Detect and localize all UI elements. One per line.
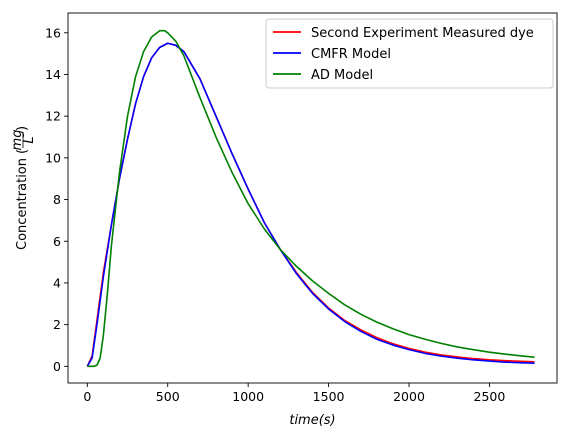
legend: Second Experiment Measured dye CMFR Model… — [265, 18, 554, 89]
x-tick-label: 1500 — [313, 389, 345, 404]
y-tick-label: 8 — [53, 192, 61, 207]
y-axis-label: Concentration ( mg L ) — [10, 126, 37, 250]
x-tick-label: 2500 — [474, 389, 506, 404]
x-tick-label: 1000 — [232, 389, 264, 404]
legend-label-second-experiment-measured-dye: Second Experiment Measured dye — [311, 26, 534, 41]
x-tick-label: 2000 — [393, 389, 425, 404]
legend-label-cmfr-model: CMFR Model — [311, 47, 391, 62]
y-tick-label: 0 — [53, 359, 61, 374]
series-line-second-experiment-measured-dye — [86, 42, 535, 367]
y-tick-label: 14 — [45, 67, 61, 82]
y-axis-label-unit-den: L — [22, 136, 37, 143]
y-tick-label: 4 — [53, 275, 61, 290]
series-line-ad-model — [87, 29, 535, 368]
plot-frame — [67, 12, 558, 384]
y-tick-label: 2 — [53, 317, 61, 332]
y-axis-label-paren-close: ) — [15, 126, 30, 131]
y-tick-label: 6 — [53, 234, 61, 249]
y-tick-label: 16 — [45, 25, 61, 40]
x-axis-label: time(s) — [289, 413, 335, 428]
y-axis-label-paren-open: ( — [15, 149, 30, 154]
y-tick-label: 12 — [45, 109, 61, 124]
y-axis-label-unit-num: mg — [10, 130, 25, 151]
series-line-cmfr-model — [86, 42, 535, 367]
x-tick-label: 500 — [156, 389, 180, 404]
x-tick-label: 0 — [83, 389, 91, 404]
legend-label-ad-model: AD Model — [311, 68, 373, 83]
y-tick-label: 10 — [45, 150, 61, 165]
y-axis-label-text: Concentration — [15, 158, 30, 250]
legend-box — [265, 18, 554, 89]
